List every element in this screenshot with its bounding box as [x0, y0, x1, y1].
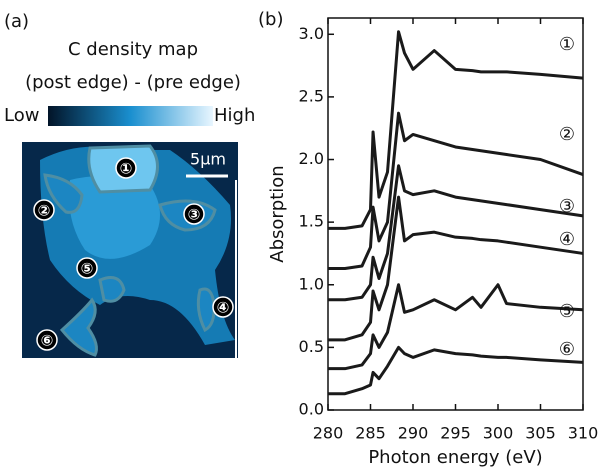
series-label: ③: [559, 196, 575, 217]
y-tick-label: 1.0: [299, 274, 324, 293]
x-tick-label: 290: [398, 424, 429, 443]
region-label: ⑥: [41, 332, 54, 350]
y-axis-label: Absorption: [267, 165, 288, 262]
region-marker: [33, 199, 55, 221]
region-label: ③: [188, 206, 201, 224]
spectrum-line: [328, 283, 584, 371]
region-label: ②: [38, 202, 51, 220]
region-label: ④: [217, 299, 230, 317]
plot-frame: [327, 17, 584, 411]
spectrum-line: [328, 164, 584, 302]
x-tick-label: 280: [313, 424, 344, 443]
y-tick-label: 1.5: [299, 212, 324, 231]
series-label: ⑥: [559, 339, 575, 360]
y-tick-label: 3.0: [299, 24, 324, 43]
colorbar: [48, 106, 213, 126]
region-marker: [115, 157, 137, 179]
region-marker: [36, 329, 58, 351]
region-label: ①: [120, 160, 133, 178]
map-subtitle: (post edge) - (pre edge): [25, 72, 241, 93]
spectrum-line: [328, 111, 584, 270]
region-marker: [76, 257, 98, 279]
panel-label: (a): [4, 11, 29, 32]
series-label: ⑤: [559, 301, 575, 322]
x-axis-label: Photon energy (eV): [368, 447, 542, 468]
series-label: ①: [559, 34, 575, 55]
spectrum-line: [328, 195, 584, 342]
region-marker: [212, 296, 234, 318]
region-label: ⑤: [81, 260, 94, 278]
scale-bar-label: 5μm: [190, 150, 226, 169]
y-tick-label: 2.0: [299, 149, 324, 168]
y-tick-label: 0.0: [299, 400, 324, 419]
series-label: ④: [559, 229, 575, 250]
y-tick-label: 2.5: [299, 86, 324, 105]
y-tick-label: 0.5: [299, 337, 324, 356]
series-label: ②: [559, 124, 575, 145]
map-title: C density map: [68, 39, 198, 60]
x-tick-label: 295: [440, 424, 471, 443]
x-tick-label: 285: [355, 424, 386, 443]
panel-label: (b): [258, 9, 283, 30]
colorbar-low: Low: [4, 105, 39, 126]
spectrum-line: [328, 30, 584, 230]
x-tick-label: 300: [483, 424, 514, 443]
region-marker: [183, 203, 205, 225]
spectrum-line: [328, 345, 584, 396]
colorbar-high: High: [214, 105, 255, 126]
x-tick-label: 310: [568, 424, 599, 443]
x-tick-label: 305: [525, 424, 556, 443]
